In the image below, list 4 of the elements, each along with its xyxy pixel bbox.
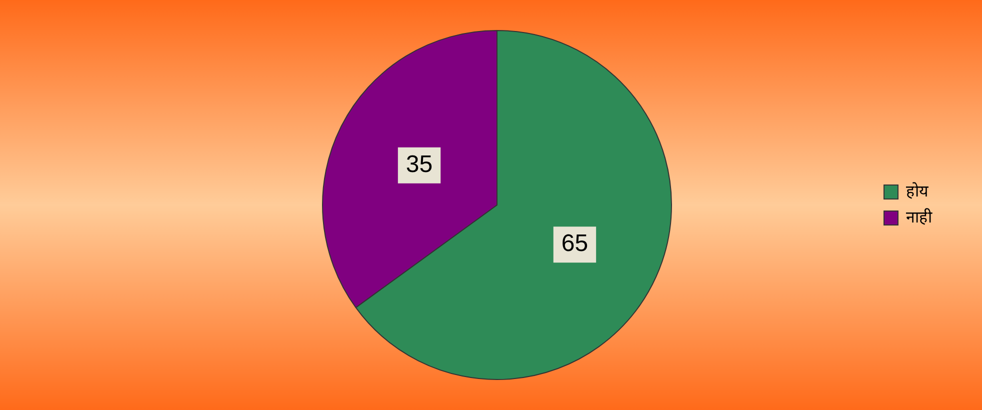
data-label: 35	[406, 151, 433, 178]
data-label: 65	[561, 230, 588, 258]
legend-label: नाही	[906, 207, 933, 226]
legend-label: होय	[906, 181, 929, 200]
